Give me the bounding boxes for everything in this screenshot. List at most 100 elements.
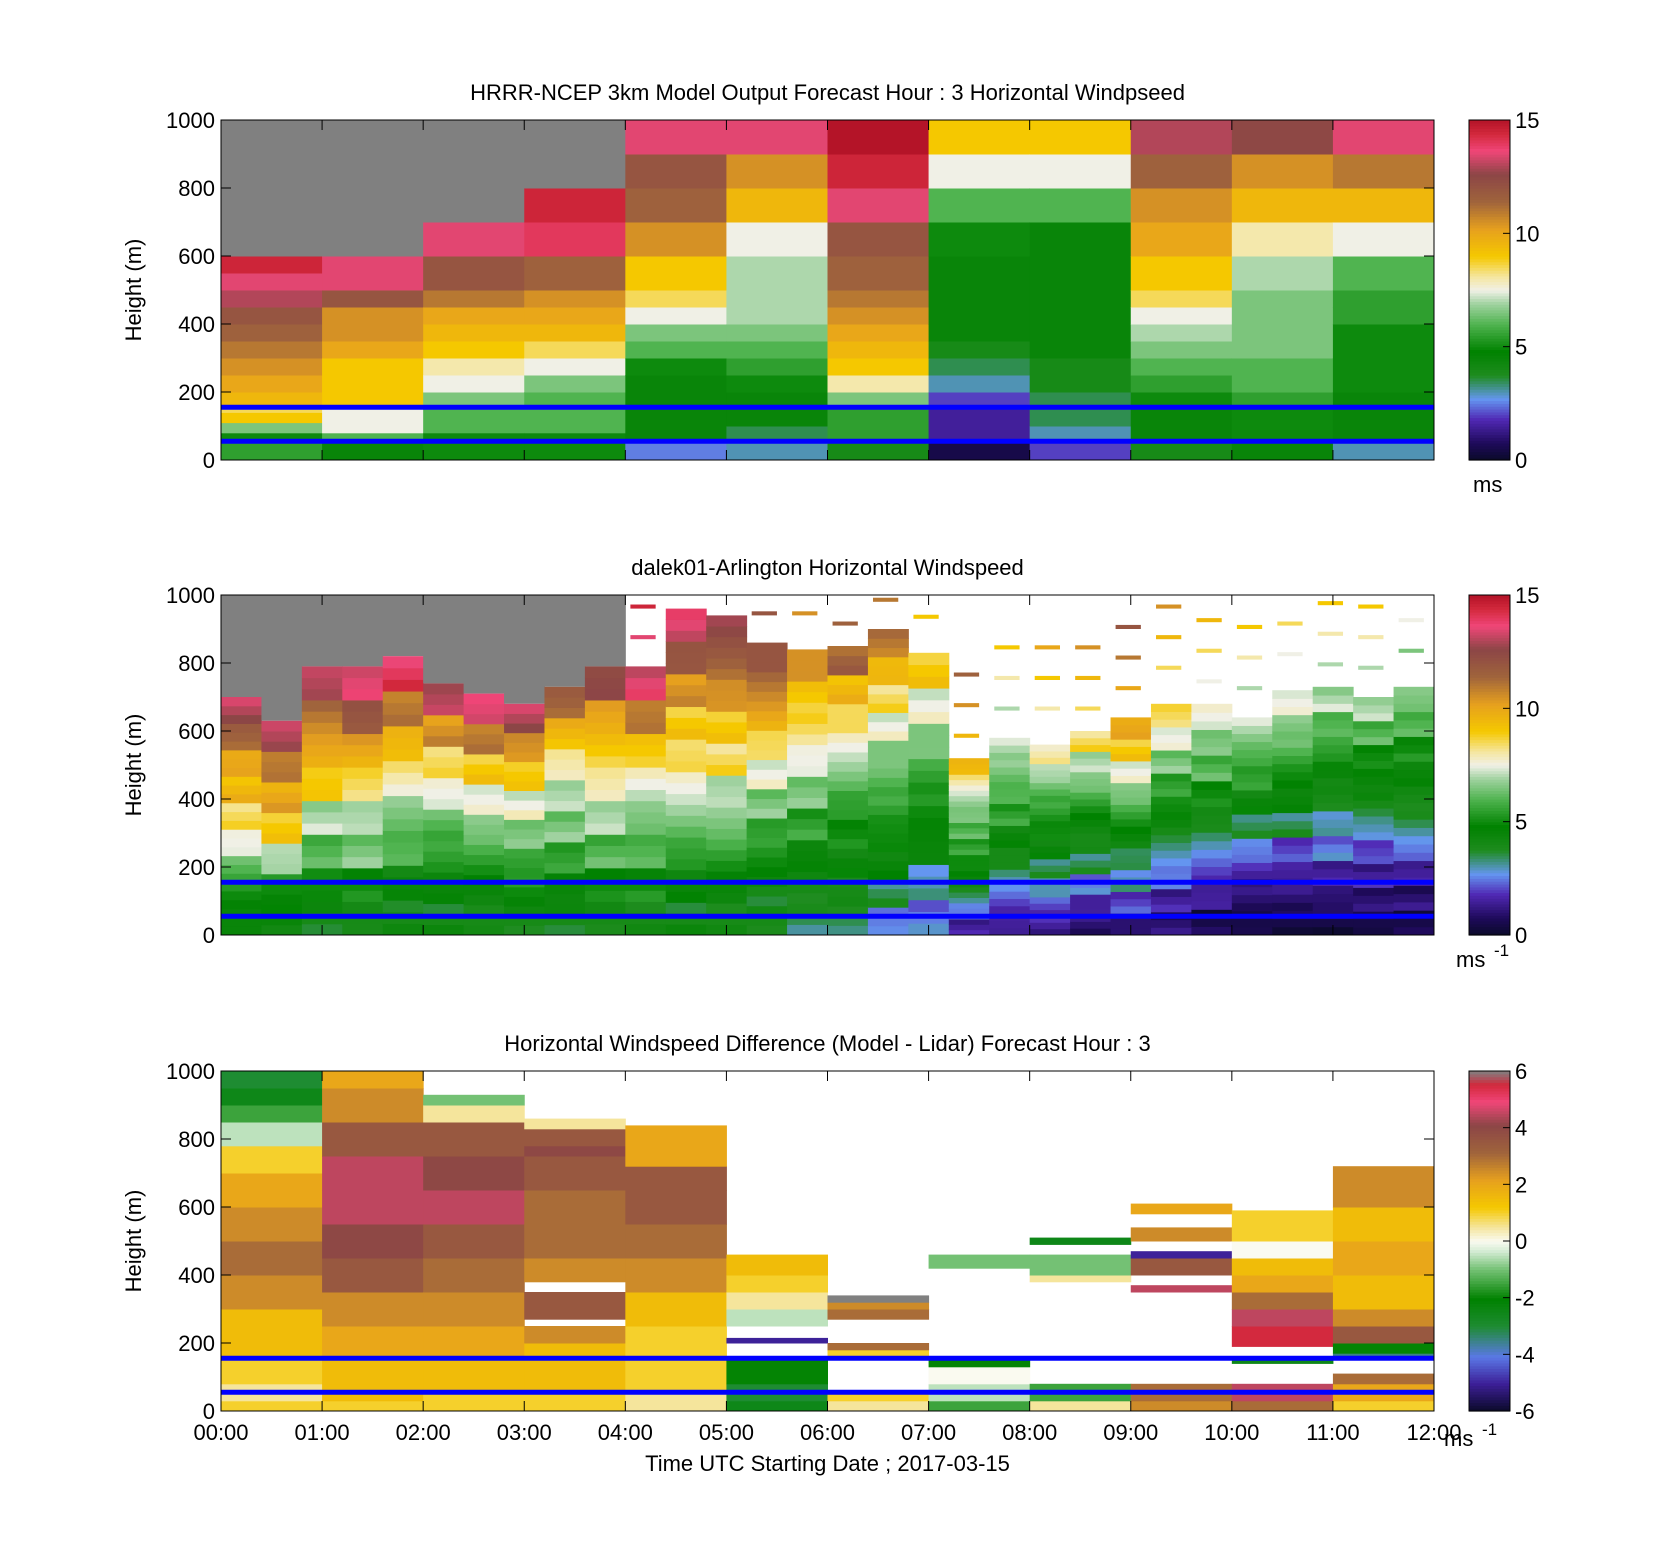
heatmap-cell: [1312, 786, 1354, 795]
heatmap-cell: [625, 1125, 727, 1167]
colorbar-segment: [1469, 1292, 1510, 1296]
colorbar-segment: [1469, 1394, 1510, 1398]
heatmap-cell: [1110, 840, 1152, 849]
heatmap-cell: [746, 905, 788, 917]
heatmap-cell: [301, 811, 343, 824]
heatmap-cell: [423, 1105, 525, 1123]
colorbar-segment: [1469, 437, 1510, 441]
heatmap-cell: [423, 756, 465, 768]
heatmap-cell: [1393, 752, 1435, 762]
heatmap-cell: [1130, 1203, 1233, 1215]
heatmap-cell: [625, 688, 667, 701]
heatmap-cell: [524, 1394, 626, 1412]
colorbar-segment: [1469, 1147, 1510, 1151]
heatmap-cell: [948, 795, 990, 802]
heatmap-cell: [1075, 675, 1101, 680]
heatmap-cell: [524, 1190, 626, 1225]
heatmap-cell: [948, 779, 990, 786]
heatmap-cell: [261, 751, 303, 763]
colorbar-segment: [1469, 731, 1510, 735]
heatmap-cell: [221, 256, 323, 274]
heatmap-cell: [827, 290, 930, 308]
colorbar-segment: [1469, 872, 1510, 877]
heatmap-cell: [908, 817, 950, 830]
heatmap-cell: [625, 375, 727, 410]
colorbar-segment: [1469, 926, 1510, 930]
heatmap-cell: [1130, 120, 1233, 155]
heatmap-cell: [1156, 665, 1182, 670]
heatmap-cell: [504, 829, 545, 840]
heatmap-cell: [1312, 918, 1354, 928]
heatmap-cell: [827, 761, 869, 772]
heatmap-cell: [948, 801, 990, 807]
heatmap-cell: [221, 741, 262, 751]
y-tick-label: 600: [178, 719, 215, 744]
heatmap-cell: [504, 906, 545, 917]
heatmap-cell: [1070, 819, 1112, 827]
colorbar-segment: [1469, 1105, 1510, 1109]
heatmap-cell: [625, 699, 667, 712]
nodata-cell: [463, 595, 505, 694]
heatmap-cell: [1029, 896, 1071, 904]
colorbar-segment: [1469, 128, 1510, 132]
heatmap-cell: [1272, 698, 1314, 708]
heatmap-cell: [524, 409, 626, 434]
colorbar-segment: [1469, 790, 1510, 794]
heatmap-cell: [665, 913, 707, 925]
heatmap-cell: [989, 905, 1031, 914]
heatmap-cell: [1029, 782, 1071, 790]
colorbar-segment: [1469, 841, 1510, 845]
colorbar-segment: [1469, 736, 1510, 741]
heatmap-cell: [423, 1292, 525, 1327]
heatmap-cell: [665, 902, 707, 914]
heatmap-cell: [1070, 901, 1112, 909]
heatmap-cell: [867, 851, 909, 862]
colorbar-segment: [1469, 1348, 1510, 1353]
heatmap-cell: [1353, 792, 1395, 801]
heatmap-cell: [665, 717, 707, 729]
colorbar-segment: [1469, 321, 1510, 325]
colorbar-segment: [1469, 759, 1510, 763]
colorbar-segment: [1469, 236, 1510, 240]
heatmap-cell: [787, 776, 828, 788]
heatmap-cell: [787, 850, 828, 862]
heatmap-cell: [1393, 711, 1435, 721]
heatmap-cell: [423, 324, 525, 342]
heatmap-cell: [948, 929, 990, 936]
heatmap-cell: [221, 846, 262, 857]
heatmap-cell: [1150, 857, 1192, 867]
heatmap-cell: [706, 689, 748, 702]
heatmap-cell: [1029, 909, 1071, 917]
heatmap-cell: [504, 838, 545, 849]
heatmap-cell: [948, 774, 990, 781]
y-tick-label: 1000: [166, 108, 215, 133]
heatmap-cell: [989, 927, 1031, 936]
colorbar-segment: [1469, 756, 1510, 760]
heatmap-cell: [625, 1166, 727, 1191]
heatmap-cell: [1353, 697, 1395, 706]
colorbar-segment: [1469, 903, 1510, 908]
heatmap-cell: [423, 256, 525, 291]
colorbar-unit-exponent: -1: [1494, 941, 1509, 960]
heatmap-cell: [625, 154, 727, 189]
heatmap-cell: [1332, 307, 1435, 325]
colorbar-segment: [1469, 264, 1510, 268]
heatmap-cell: [867, 925, 909, 936]
heatmap-cell: [706, 817, 748, 829]
colorbar-segment: [1469, 171, 1510, 175]
y-tick-label: 1000: [166, 583, 215, 608]
heatmap-cell: [544, 800, 586, 812]
heatmap-cell: [301, 867, 343, 880]
heatmap-cell: [1191, 763, 1233, 773]
heatmap-cell: [1191, 926, 1233, 936]
colorbar-segment: [1469, 1334, 1510, 1338]
heatmap-cell: [1231, 797, 1273, 807]
heatmap-cell: [746, 720, 788, 731]
heatmap-cell: [665, 750, 707, 762]
heatmap-cell: [1332, 1166, 1435, 1208]
heatmap-cell: [625, 856, 667, 869]
heatmap-cell: [665, 815, 707, 827]
heatmap-cell: [625, 324, 727, 342]
colorbar-segment: [1469, 631, 1510, 636]
heatmap-cell: [504, 886, 545, 897]
